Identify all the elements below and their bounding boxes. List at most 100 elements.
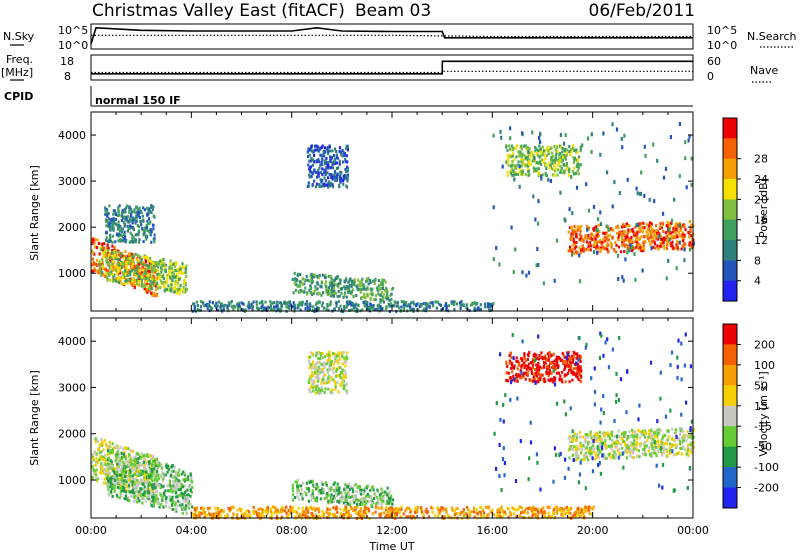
heatmap-cell (578, 515, 582, 518)
heatmap-cell (198, 308, 201, 312)
heatmap-cell (662, 175, 666, 180)
heatmap-cell (106, 452, 109, 456)
heatmap-cell (152, 503, 155, 507)
heatmap-cell (317, 174, 320, 178)
heatmap-cell (506, 148, 509, 152)
heatmap-cell (626, 235, 629, 239)
heatmap-cell (529, 154, 532, 158)
heatmap-cell (129, 263, 132, 267)
heatmap-cell (306, 292, 309, 296)
heatmap-cell (149, 274, 152, 278)
heatmap-cell (362, 497, 365, 501)
heatmap-cell (116, 468, 119, 472)
heatmap-cell (658, 234, 661, 239)
heatmap-cell (556, 168, 559, 172)
heatmap-cell (303, 278, 306, 282)
heatmap-cell (317, 489, 320, 493)
heatmap-cell (136, 452, 139, 456)
heatmap-cell (526, 511, 529, 515)
heatmap-cell (147, 491, 150, 495)
heatmap-cell (359, 284, 362, 288)
heatmap-cell (344, 483, 347, 487)
heatmap-cell (171, 507, 174, 511)
heatmap-cell (396, 507, 399, 511)
heatmap-cell (527, 161, 530, 164)
heatmap-cell (148, 481, 151, 485)
heatmap-cell (178, 468, 181, 472)
heatmap-cell (590, 132, 593, 137)
heatmap-cell (581, 244, 584, 248)
heatmap-cell (148, 475, 151, 479)
heatmap-cell (207, 506, 210, 510)
heatmap-cell (332, 154, 336, 157)
heatmap-cell (101, 245, 104, 249)
heatmap-cell (507, 158, 510, 162)
heatmap-cell (148, 287, 151, 291)
heatmap-cell (143, 478, 146, 482)
heatmap-cell (118, 452, 121, 456)
heatmap-cell (134, 233, 137, 237)
heatmap-cell (672, 246, 675, 250)
heatmap-cell (649, 231, 652, 235)
heatmap-cell (295, 278, 298, 282)
heatmap-cell (527, 170, 530, 173)
heatmap-cell (521, 131, 524, 136)
heatmap-cell (311, 360, 314, 364)
heatmap-cell (479, 510, 482, 514)
heatmap-cell (139, 456, 142, 460)
nsky-tick-bottom: 10^0 (58, 39, 88, 52)
heatmap-cell (109, 477, 112, 481)
heatmap-cell (109, 221, 112, 225)
heatmap-cell (296, 274, 299, 278)
heatmap-cell (151, 463, 154, 467)
heatmap-cell (640, 222, 643, 225)
heatmap-cell (342, 295, 345, 299)
heatmap-cell (143, 267, 147, 271)
heatmap-cell (320, 381, 323, 385)
heatmap-cell (568, 150, 571, 153)
heatmap-cell (357, 283, 360, 287)
heatmap-cell (174, 262, 177, 266)
heatmap-cell (295, 283, 298, 287)
heatmap-cell (105, 249, 108, 253)
heatmap-cell (669, 236, 672, 240)
heatmap-cell (320, 304, 324, 308)
heatmap-cell (109, 218, 112, 222)
heatmap-cell (308, 359, 311, 363)
heatmap-cell (191, 505, 194, 509)
heatmap-cell (570, 232, 573, 236)
heatmap-cell (559, 144, 562, 148)
heatmap-cell (140, 211, 143, 215)
heatmap-cell (187, 504, 190, 508)
heatmap-cell (538, 144, 541, 148)
heatmap-cell (130, 233, 133, 237)
heatmap-cell (375, 286, 378, 290)
heatmap-cell (395, 513, 399, 517)
heatmap-cell (103, 246, 106, 250)
heatmap-cell (315, 384, 318, 388)
heatmap-cell (630, 239, 633, 243)
heatmap-cell (146, 219, 149, 223)
heatmap-cell (338, 373, 342, 377)
heatmap-cell (191, 302, 195, 306)
heatmap-cell (489, 510, 492, 514)
heatmap-cell (409, 510, 412, 514)
heatmap-cell (123, 255, 126, 258)
heatmap-cell (498, 262, 501, 267)
heatmap-cell (122, 256, 125, 260)
heatmap-cell (630, 244, 634, 249)
heatmap-cell (111, 249, 114, 252)
heatmap-cell (152, 262, 155, 265)
heatmap-cell (164, 263, 168, 267)
heatmap-cell (120, 234, 124, 238)
heatmap-cell (322, 512, 325, 516)
heatmap-cell (572, 144, 575, 148)
heatmap-cell (94, 262, 97, 266)
nave-label: Nave (750, 64, 778, 77)
heatmap-cell (112, 227, 115, 231)
heatmap-cell (240, 301, 243, 305)
heatmap-cell (330, 278, 334, 282)
heatmap-cell (322, 306, 326, 310)
heatmap-cell (134, 455, 137, 459)
heatmap-cell (453, 509, 456, 513)
